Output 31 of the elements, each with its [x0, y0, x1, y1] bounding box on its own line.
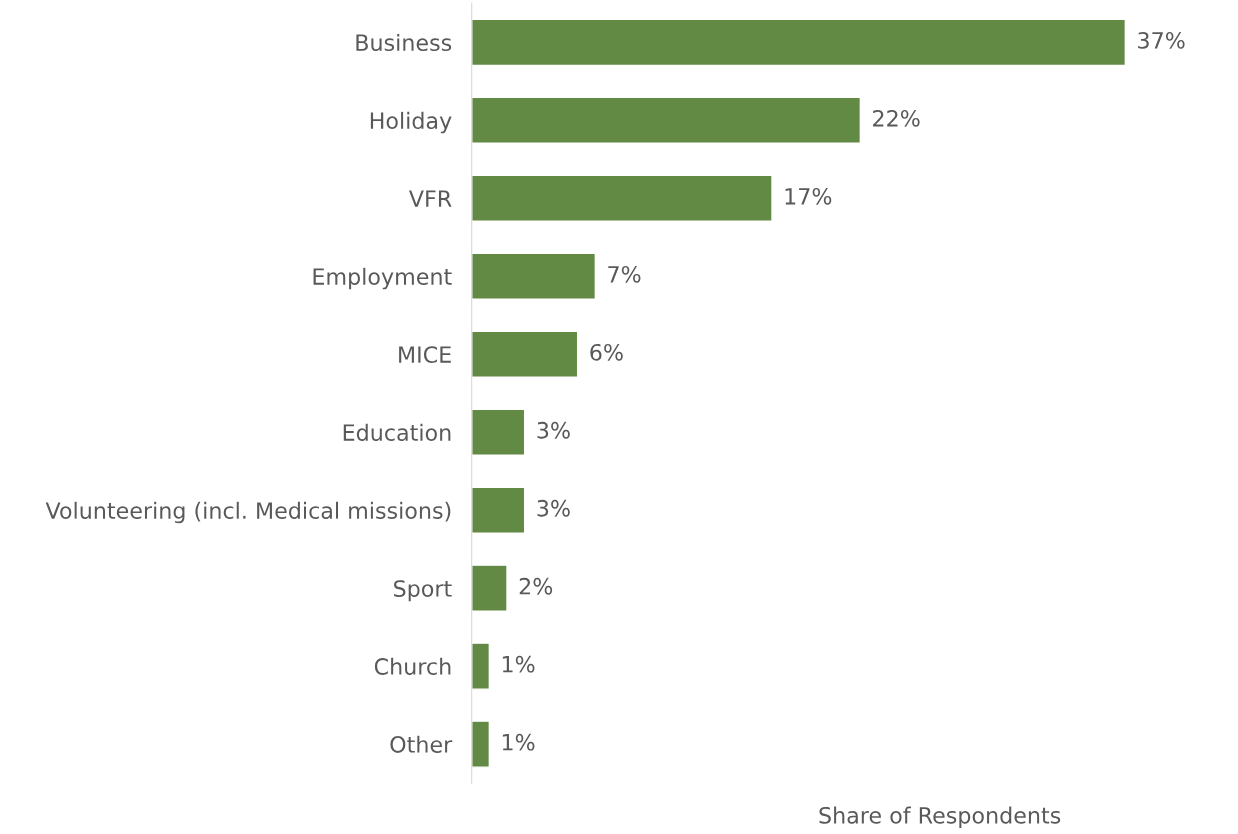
bar	[471, 252, 597, 300]
y-tick-label: Volunteering (incl. Medical missions)	[45, 501, 451, 524]
y-tick-label: VFR	[408, 190, 452, 207]
data-label: 1%	[502, 733, 535, 751]
y-tick-label: Employment	[313, 267, 452, 290]
bar	[471, 564, 508, 612]
data-label: 37%	[1138, 31, 1185, 49]
x-axis-title: Share of Respondents	[819, 806, 1061, 829]
y-tick-label: MICE	[399, 346, 451, 363]
bar	[471, 330, 579, 378]
data-label: 1%	[502, 655, 535, 673]
bar	[471, 486, 526, 534]
y-tick-label: Business	[356, 33, 452, 52]
data-label: 3%	[537, 421, 570, 439]
data-label: 7%	[608, 265, 641, 283]
bar	[471, 18, 1127, 67]
data-label: 2%	[519, 577, 553, 595]
y-tick-label: Holiday	[370, 111, 452, 134]
bar	[471, 96, 862, 145]
data-label: 22%	[873, 109, 920, 127]
y-tick-label: Education	[343, 423, 451, 441]
y-tick-label: Sport	[394, 580, 452, 602]
bar	[471, 408, 526, 456]
bar	[471, 720, 491, 768]
bar	[471, 174, 773, 222]
data-label: 3%	[537, 499, 570, 517]
y-tick-label: Church	[374, 657, 451, 675]
data-label: 17%	[785, 187, 832, 205]
y-tick-label: Other	[390, 735, 453, 753]
data-label: 6%	[590, 343, 623, 361]
bar	[471, 642, 491, 690]
